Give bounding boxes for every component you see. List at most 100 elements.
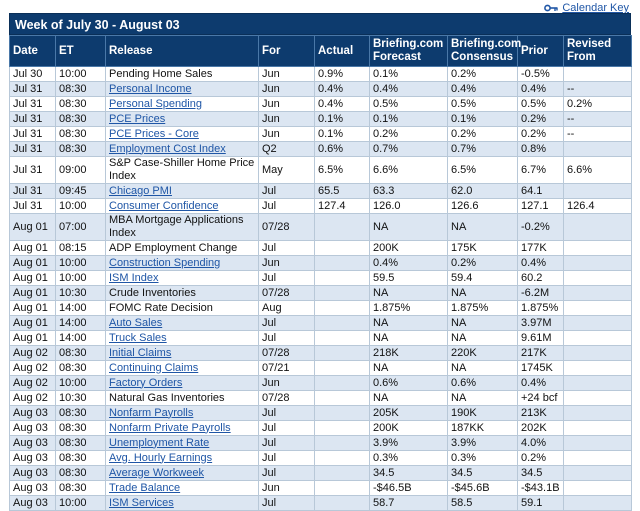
cell-for: Q2 bbox=[258, 141, 315, 157]
cell-release[interactable]: Nonfarm Payrolls bbox=[105, 405, 259, 421]
cell-release[interactable]: PCE Prices bbox=[105, 111, 259, 127]
cell-actual bbox=[314, 450, 370, 466]
cell-forecast: 34.5 bbox=[369, 465, 448, 481]
cell-revised bbox=[563, 420, 632, 436]
cell-actual: 0.1% bbox=[314, 126, 370, 142]
cell-release[interactable]: ISM Services bbox=[105, 495, 259, 511]
cell-release[interactable]: Trade Balance bbox=[105, 480, 259, 496]
cell-for: Jul bbox=[258, 315, 315, 331]
release-link[interactable]: Personal Income bbox=[109, 82, 192, 95]
release-link[interactable]: PCE Prices - Core bbox=[109, 127, 199, 140]
table-row: Aug 02 08:30 Initial Claims 07/28 218K 220K 21… bbox=[9, 345, 632, 361]
cell-actual bbox=[314, 480, 370, 496]
cell-actual: 0.4% bbox=[314, 96, 370, 112]
cell-release[interactable]: ISM Index bbox=[105, 270, 259, 286]
release-link[interactable]: Trade Balance bbox=[109, 481, 181, 494]
cell-release: MBA Mortgage Applications Index bbox=[105, 213, 259, 241]
cell-date: Jul 31 bbox=[9, 183, 56, 199]
release-link[interactable]: Construction Spending bbox=[109, 256, 221, 269]
cell-consensus: 59.4 bbox=[447, 270, 518, 286]
release-link[interactable]: ISM Services bbox=[109, 496, 174, 509]
cell-release[interactable]: Unemployment Rate bbox=[105, 435, 259, 451]
release-link[interactable]: Initial Claims bbox=[109, 346, 172, 359]
cell-actual bbox=[314, 375, 370, 391]
cell-consensus: NA bbox=[447, 213, 518, 241]
cell-revised bbox=[563, 480, 632, 496]
release-link[interactable]: ISM Index bbox=[109, 271, 159, 284]
cell-release[interactable]: Average Workweek bbox=[105, 465, 259, 481]
release-link[interactable]: Nonfarm Private Payrolls bbox=[109, 421, 231, 434]
release-link[interactable]: Chicago PMI bbox=[109, 184, 172, 197]
release-link[interactable]: Factory Orders bbox=[109, 376, 183, 389]
cell-release[interactable]: Chicago PMI bbox=[105, 183, 259, 199]
table-row: Aug 03 08:30 Avg. Hourly Earnings Jul 0.3% 0.… bbox=[9, 450, 632, 466]
cell-release[interactable]: Factory Orders bbox=[105, 375, 259, 391]
release-link[interactable]: Personal Spending bbox=[109, 97, 202, 110]
cell-release[interactable]: Avg. Hourly Earnings bbox=[105, 450, 259, 466]
cell-revised bbox=[563, 240, 632, 256]
cell-consensus: 3.9% bbox=[447, 435, 518, 451]
col-header-consensus: Briefing.com Consensus bbox=[447, 35, 521, 67]
cell-forecast: NA bbox=[369, 330, 448, 346]
release-link[interactable]: Truck Sales bbox=[109, 331, 167, 344]
cell-release[interactable]: Consumer Confidence bbox=[105, 198, 259, 214]
cell-for: Jun bbox=[258, 66, 315, 82]
cell-et: 10:00 bbox=[55, 495, 106, 511]
cell-prior: 3.97M bbox=[517, 315, 564, 331]
cell-actual bbox=[314, 240, 370, 256]
release-link[interactable]: Average Workweek bbox=[109, 466, 204, 479]
cell-actual bbox=[314, 315, 370, 331]
calendar-topbar: Calendar Key Week of July 30 - August 03 bbox=[9, 2, 631, 35]
cell-forecast: NA bbox=[369, 315, 448, 331]
cell-revised: -- bbox=[563, 111, 632, 127]
calendar-key-link[interactable]: Calendar Key bbox=[544, 2, 629, 14]
cell-prior: 0.4% bbox=[517, 375, 564, 391]
cell-release[interactable]: Truck Sales bbox=[105, 330, 259, 346]
col-header-release: Release bbox=[105, 35, 259, 67]
cell-release[interactable]: Construction Spending bbox=[105, 255, 259, 271]
cell-revised bbox=[563, 405, 632, 421]
cell-date: Aug 03 bbox=[9, 465, 56, 481]
cell-actual bbox=[314, 255, 370, 271]
cell-prior: 202K bbox=[517, 420, 564, 436]
release-link[interactable]: Consumer Confidence bbox=[109, 199, 219, 212]
cell-consensus: 175K bbox=[447, 240, 518, 256]
release-link[interactable]: PCE Prices bbox=[109, 112, 166, 125]
release-link[interactable]: Auto Sales bbox=[109, 316, 163, 329]
col-header-forecast: Briefing.com Forecast bbox=[369, 35, 448, 67]
table-header-row: Date ET Release For Actual Briefing.com … bbox=[9, 35, 632, 67]
cell-release[interactable]: Continuing Claims bbox=[105, 360, 259, 376]
cell-release[interactable]: Initial Claims bbox=[105, 345, 259, 361]
release-link[interactable]: Employment Cost Index bbox=[109, 142, 226, 155]
cell-release[interactable]: PCE Prices - Core bbox=[105, 126, 259, 142]
release-link[interactable]: Continuing Claims bbox=[109, 361, 199, 374]
cell-prior: 60.2 bbox=[517, 270, 564, 286]
calendar-key-label[interactable]: Calendar Key bbox=[562, 2, 629, 14]
cell-forecast: 0.4% bbox=[369, 255, 448, 271]
cell-for: 07/28 bbox=[258, 345, 315, 361]
release-name: ADP Employment Change bbox=[109, 241, 238, 254]
cell-forecast: 205K bbox=[369, 405, 448, 421]
cell-date: Aug 01 bbox=[9, 315, 56, 331]
cell-date: Aug 01 bbox=[9, 240, 56, 256]
cell-release: S&P Case-Shiller Home Price Index bbox=[105, 156, 259, 184]
release-link[interactable]: Nonfarm Payrolls bbox=[109, 406, 194, 419]
cell-forecast: 0.1% bbox=[369, 111, 448, 127]
release-link[interactable]: Unemployment Rate bbox=[109, 436, 210, 449]
cell-release[interactable]: Nonfarm Private Payrolls bbox=[105, 420, 259, 436]
cell-date: Aug 03 bbox=[9, 495, 56, 511]
cell-forecast: 58.7 bbox=[369, 495, 448, 511]
cell-revised bbox=[563, 465, 632, 481]
cell-date: Aug 03 bbox=[9, 435, 56, 451]
cell-prior: 4.0% bbox=[517, 435, 564, 451]
cell-date: Aug 03 bbox=[9, 450, 56, 466]
cell-release[interactable]: Auto Sales bbox=[105, 315, 259, 331]
cell-et: 14:00 bbox=[55, 315, 106, 331]
release-link[interactable]: Avg. Hourly Earnings bbox=[109, 451, 213, 464]
cell-release[interactable]: Personal Spending bbox=[105, 96, 259, 112]
cell-date: Jul 31 bbox=[9, 81, 56, 97]
cell-release[interactable]: Employment Cost Index bbox=[105, 141, 259, 157]
economic-calendar: Calendar Key Week of July 30 - August 03… bbox=[9, 2, 632, 511]
cell-forecast: 218K bbox=[369, 345, 448, 361]
cell-release[interactable]: Personal Income bbox=[105, 81, 259, 97]
